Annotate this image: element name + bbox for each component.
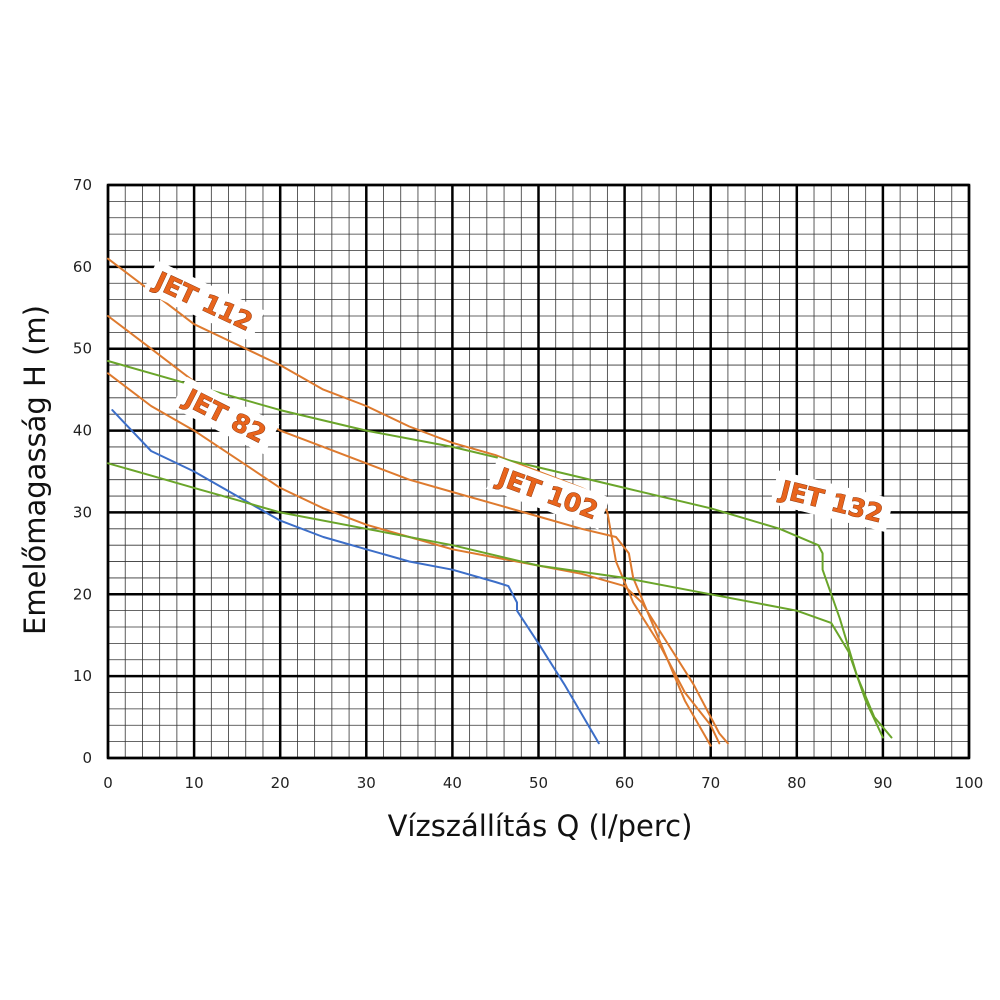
y-tick-label: 60 (73, 258, 92, 276)
y-tick-label: 10 (73, 667, 92, 685)
series-line-curve-5 (107, 462, 884, 739)
y-tick-label: 50 (73, 340, 92, 358)
series-line-jet-132 (107, 360, 893, 739)
y-axis-title: Emelőmagasság H (m) (18, 305, 52, 635)
x-tick-label: 30 (357, 774, 376, 792)
y-tick-label: 20 (73, 585, 92, 603)
series-line-jet-82 (107, 372, 729, 745)
x-tick-label: 40 (443, 774, 462, 792)
curve-label-background (486, 456, 610, 530)
major-grid (106, 183, 971, 760)
plot-frame (106, 183, 971, 760)
curve-label-background (770, 470, 894, 533)
x-tick-label: 90 (873, 774, 892, 792)
x-tick-label: 60 (615, 774, 634, 792)
y-tick-label: 0 (82, 749, 92, 767)
tick-labels: 0 10 20 30 40 50 60 70 80 90 100 0 10 20 30 40 50 60 70 (73, 176, 983, 792)
y-tick-label: 30 (73, 503, 92, 521)
x-tick-label: 80 (787, 774, 806, 792)
y-tick-label: 40 (73, 422, 92, 440)
x-axis-title: Vízszállítás Q (l/perc) (388, 809, 693, 843)
x-tick-label: 20 (271, 774, 290, 792)
x-tick-label: 10 (185, 774, 204, 792)
series-line-curve-1 (111, 409, 600, 745)
x-tick-label: 70 (701, 774, 720, 792)
y-tick-label: 70 (73, 176, 92, 194)
x-tick-label: 0 (103, 774, 113, 792)
x-tick-label: 50 (529, 774, 548, 792)
curve-label-background (142, 260, 266, 342)
x-tick-label: 100 (955, 774, 984, 792)
curve-label-background (171, 376, 280, 455)
series-line-jet-112 (107, 257, 721, 745)
